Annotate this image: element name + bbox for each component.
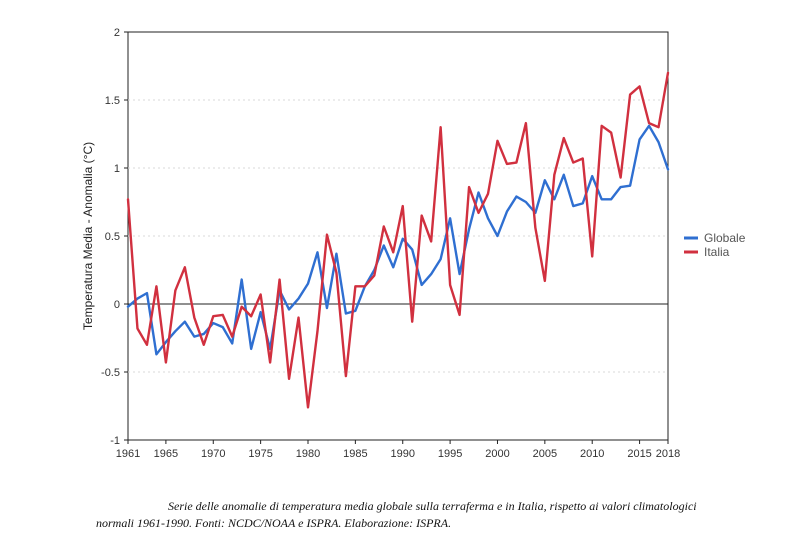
y-tick-label: -1 (110, 435, 120, 447)
y-axis-title: Temperatura Media - Anomalia (°C) (81, 142, 95, 330)
x-tick-label: 1965 (154, 448, 178, 460)
y-axis-ticks: -1 -0.5 0 0.5 1 1.5 2 (101, 27, 128, 447)
x-tick-label: 2015 (627, 448, 651, 460)
x-tick-label: 2000 (485, 448, 509, 460)
grid-lines (128, 99, 668, 373)
legend-label-globale: Globale (704, 231, 746, 245)
x-tick-label: 1975 (248, 448, 272, 460)
x-tick-label: 2005 (533, 448, 557, 460)
x-tick-label: 1970 (201, 448, 225, 460)
x-tick-label: 1980 (296, 448, 320, 460)
x-tick-label: 1961 (116, 448, 140, 460)
x-tick-label: 1985 (343, 448, 367, 460)
series-line-globale (126, 124, 670, 356)
series-line-italia (126, 71, 670, 409)
y-tick-label: 2 (114, 27, 120, 39)
y-tick-label: 1.5 (105, 95, 120, 107)
y-tick-label: 0 (114, 299, 120, 311)
y-tick-label: 0.5 (105, 231, 120, 243)
y-tick-label: -0.5 (101, 367, 120, 379)
x-tick-label: 2010 (580, 448, 604, 460)
series-lines (126, 71, 670, 409)
legend-label-italia: Italia (704, 245, 730, 259)
x-tick-label: 1990 (390, 448, 414, 460)
x-tick-label: 2018 (656, 448, 680, 460)
figure-caption: Serie delle anomalie di temperatura medi… (96, 499, 697, 530)
y-tick-label: 1 (114, 163, 120, 175)
x-tick-label: 1995 (438, 448, 462, 460)
x-axis-ticks: 1961 1965 1970 1975 1980 1985 1990 1995 2000 2005… (116, 440, 680, 460)
